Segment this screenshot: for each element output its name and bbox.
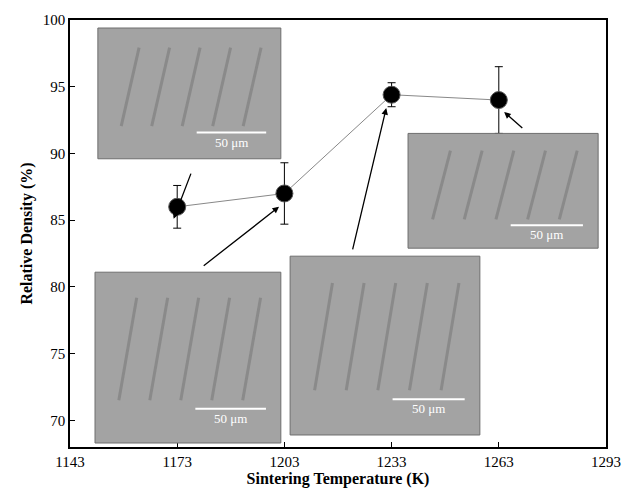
svg-text:85: 85 (50, 212, 65, 228)
svg-text:1293: 1293 (591, 454, 621, 470)
svg-text:50 μm: 50 μm (530, 227, 563, 242)
svg-text:50 μm: 50 μm (215, 135, 248, 150)
svg-text:75: 75 (50, 346, 65, 362)
svg-text:95: 95 (50, 79, 65, 95)
svg-text:50 μm: 50 μm (412, 401, 445, 416)
svg-text:80: 80 (50, 279, 65, 295)
svg-text:90: 90 (50, 146, 65, 162)
svg-text:1143: 1143 (55, 454, 84, 470)
svg-text:1263: 1263 (484, 454, 514, 470)
svg-text:Sintering Temperature (K): Sintering Temperature (K) (247, 470, 430, 488)
svg-text:1203: 1203 (269, 454, 299, 470)
svg-text:50 μm: 50 μm (214, 411, 247, 426)
svg-text:Relative Density (%): Relative Density (%) (18, 162, 36, 304)
svg-text:1173: 1173 (162, 454, 191, 470)
svg-text:100: 100 (43, 12, 66, 28)
svg-text:1233: 1233 (377, 454, 407, 470)
svg-text:70: 70 (50, 413, 65, 429)
